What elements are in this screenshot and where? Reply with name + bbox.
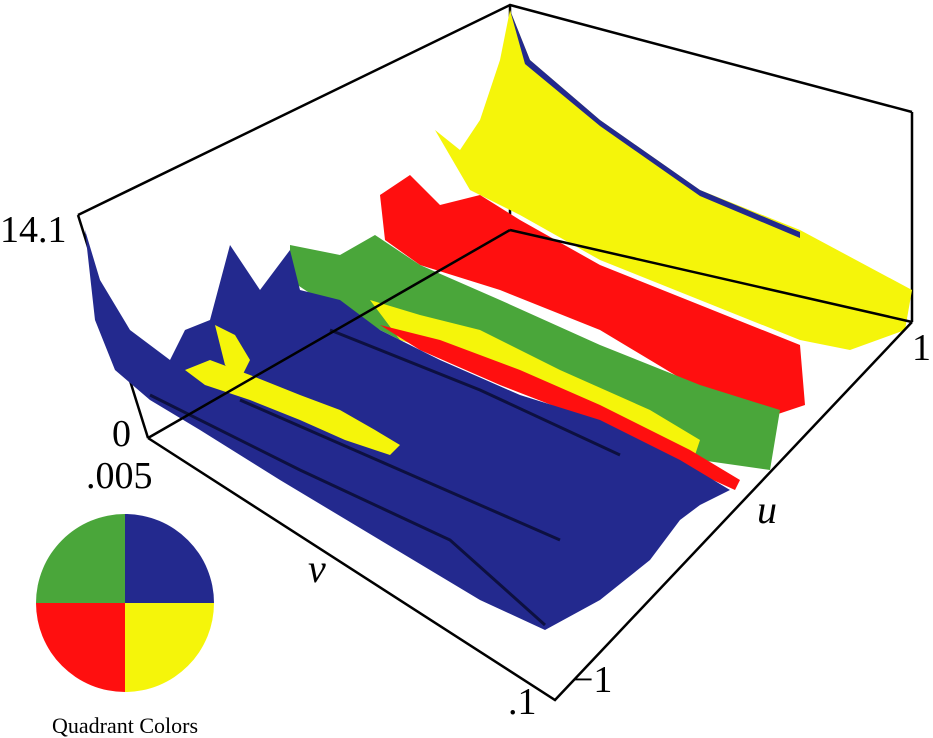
quadrant-lower-left [36, 603, 125, 692]
z-axis-min-label: 0 [112, 413, 131, 455]
surface-near-yellow-patch [185, 360, 400, 455]
quadrant-lower-right [125, 603, 214, 692]
surface [85, 10, 912, 630]
quadrant-legend: Quadrant Colors [36, 514, 214, 738]
bounding-box-front [147, 228, 913, 702]
v-axis-start-label: .005 [86, 455, 153, 497]
legend-caption: Quadrant Colors [52, 713, 198, 738]
surface-shadow-streaks [149, 328, 621, 627]
surface-far-yellow [435, 10, 912, 350]
quadrant-upper-right [125, 514, 214, 603]
v-axis-end-label: .1 [508, 681, 537, 723]
quadrant-upper-left [36, 514, 125, 603]
v-axis-name: v [308, 546, 326, 591]
surface-blue-sheet [85, 230, 730, 630]
surface-green-band [290, 235, 780, 470]
surface-near-yellow-tip [215, 325, 250, 380]
u-axis-name: u [757, 487, 777, 532]
z-axis-max-label: 14.1 [0, 209, 67, 251]
u-axis-end-label: 1 [912, 327, 931, 369]
u-axis-start-label: −1 [572, 659, 612, 701]
surface-red-band [380, 175, 805, 420]
